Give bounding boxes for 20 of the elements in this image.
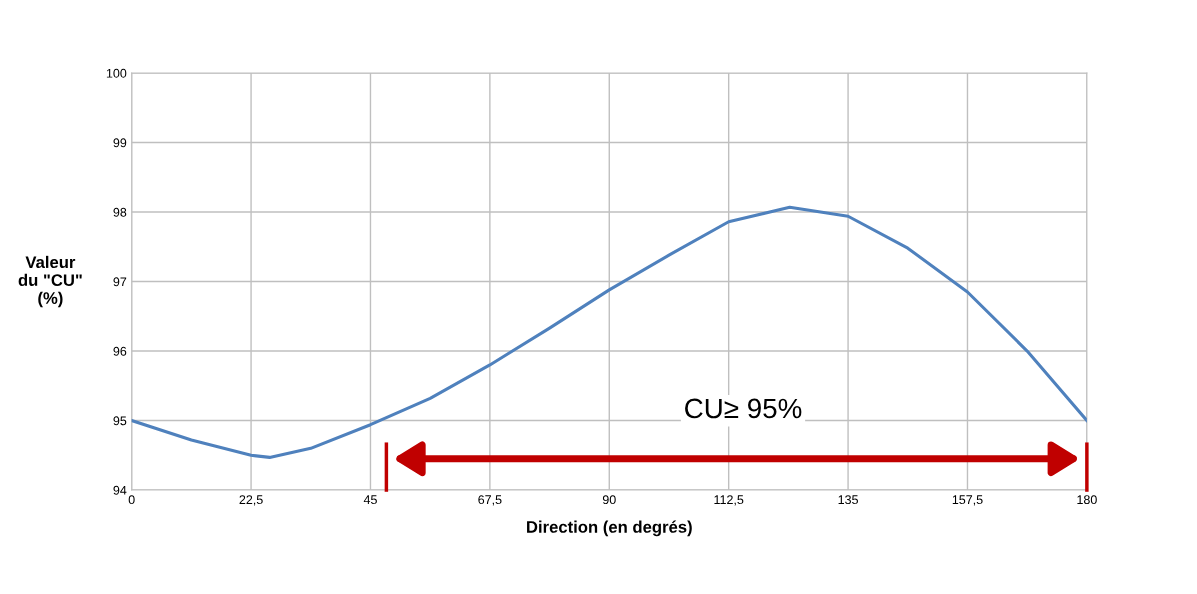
y-tick-label: 97	[113, 277, 127, 287]
y-tick-label: 98	[113, 207, 127, 217]
x-tick-label: 90	[602, 495, 616, 505]
x-tick-label: 157,5	[952, 495, 983, 506]
y-tick-label: 95	[113, 416, 127, 426]
y-tick-label: 99	[113, 138, 127, 148]
annotation: CU≥ 95%	[685, 398, 802, 419]
line-series	[131, 205, 1087, 459]
x-tick-label: 135	[838, 495, 858, 505]
y-tick-label: 100	[106, 68, 127, 78]
x-tick-label: 0	[128, 495, 135, 505]
x-tick-label: 45	[363, 495, 377, 505]
y-tick-label: 96	[113, 346, 127, 356]
x-tick-label: 67,5	[478, 495, 502, 506]
x-tick-label: 112,5	[714, 495, 744, 506]
x-tick-label: 22,5	[239, 495, 263, 506]
y-tick-label: 94	[113, 485, 127, 495]
x-axis-title: Direction (en degrés)	[527, 520, 692, 537]
x-tick-label: 180	[1077, 495, 1097, 505]
y-axis-title: Valeur du "CU" (%)	[18, 255, 82, 308]
